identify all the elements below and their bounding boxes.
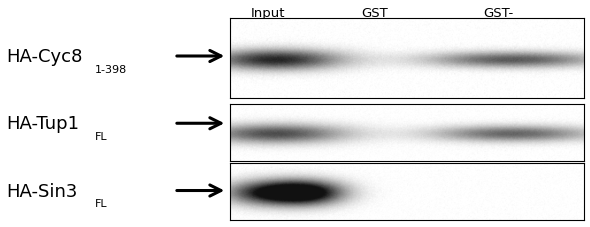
Text: 1-398: 1-398: [94, 64, 127, 74]
Text: HA-Sin3: HA-Sin3: [6, 182, 77, 200]
Text: GST: GST: [361, 7, 388, 20]
Text: GST-
Gal80: GST- Gal80: [479, 7, 518, 35]
Text: HA-Tup1: HA-Tup1: [6, 115, 79, 133]
Text: FL: FL: [94, 131, 107, 141]
Text: Input: Input: [251, 7, 286, 20]
Text: HA-Cyc8: HA-Cyc8: [6, 48, 82, 66]
Text: FL: FL: [94, 198, 107, 208]
